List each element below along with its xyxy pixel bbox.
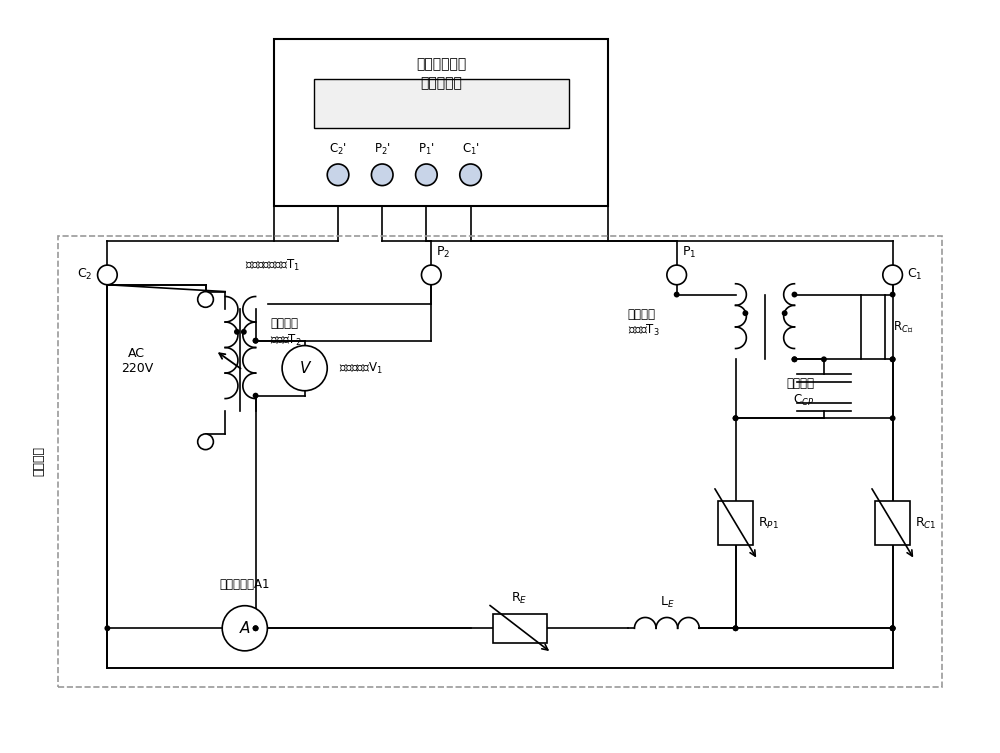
Bar — [58, 236, 942, 687]
Circle shape — [282, 346, 327, 391]
Text: C$_2$: C$_2$ — [77, 267, 93, 282]
Text: 单相自耦调压器T$_1$: 单相自耦调压器T$_1$ — [245, 258, 300, 273]
Circle shape — [371, 164, 393, 185]
Circle shape — [733, 625, 739, 631]
Circle shape — [890, 356, 896, 362]
Circle shape — [883, 265, 902, 285]
Circle shape — [792, 356, 797, 362]
Circle shape — [890, 356, 896, 362]
Text: C$_{CP}$: C$_{CP}$ — [793, 393, 814, 408]
Text: 交流电压表V$_1$: 交流电压表V$_1$ — [339, 361, 383, 376]
Circle shape — [733, 625, 739, 631]
Text: P$_2$: P$_2$ — [436, 245, 450, 261]
Circle shape — [253, 625, 259, 631]
Text: AC: AC — [128, 347, 145, 360]
Text: 电阻测试仪: 电阻测试仪 — [420, 77, 462, 90]
Circle shape — [253, 625, 259, 631]
Text: C$_1$: C$_1$ — [907, 267, 923, 282]
Circle shape — [241, 329, 247, 335]
Circle shape — [890, 415, 896, 421]
Circle shape — [222, 605, 267, 651]
Circle shape — [782, 310, 788, 316]
Bar — [875, 501, 910, 545]
Text: R$_E$: R$_E$ — [511, 591, 528, 606]
Circle shape — [674, 291, 680, 297]
Text: 校验装置: 校验装置 — [32, 447, 45, 477]
Text: R$_{P1}$: R$_{P1}$ — [758, 516, 778, 531]
Text: P$_1$': P$_1$' — [418, 142, 435, 157]
Circle shape — [327, 164, 349, 185]
Circle shape — [460, 164, 481, 185]
Text: P$_2$': P$_2$' — [374, 142, 391, 157]
Bar — [861, 294, 885, 359]
Text: A: A — [240, 620, 250, 636]
Circle shape — [104, 625, 110, 631]
Circle shape — [733, 415, 739, 421]
Circle shape — [253, 393, 259, 398]
Text: 大型地网接地: 大型地网接地 — [416, 57, 466, 71]
Text: C$_2$': C$_2$' — [329, 142, 347, 157]
Circle shape — [234, 329, 240, 335]
Bar — [493, 614, 547, 643]
Text: 变压器T$_3$: 变压器T$_3$ — [628, 323, 659, 338]
Circle shape — [890, 625, 896, 631]
Circle shape — [253, 338, 259, 343]
Text: 交流电流表A1: 交流电流表A1 — [220, 578, 270, 590]
Text: 第一隔离: 第一隔离 — [270, 318, 298, 331]
Bar — [718, 501, 753, 545]
Circle shape — [792, 291, 797, 297]
Circle shape — [198, 291, 213, 307]
Text: L$_E$: L$_E$ — [660, 595, 674, 610]
Text: R$_{C1}$: R$_{C1}$ — [915, 516, 936, 531]
Text: 变压器T$_2$: 变压器T$_2$ — [270, 333, 302, 348]
Circle shape — [733, 415, 739, 421]
Bar — [274, 39, 608, 206]
Circle shape — [98, 265, 117, 285]
Circle shape — [742, 310, 748, 316]
Text: 耦合电容: 耦合电容 — [786, 377, 814, 390]
Text: R$_{C线}$: R$_{C线}$ — [893, 319, 913, 334]
Circle shape — [198, 434, 213, 450]
Text: 第二隔离: 第二隔离 — [628, 308, 656, 321]
Circle shape — [890, 625, 896, 631]
Circle shape — [421, 265, 441, 285]
Circle shape — [890, 625, 896, 631]
Circle shape — [667, 265, 686, 285]
Text: V: V — [299, 361, 310, 376]
Text: 220V: 220V — [121, 361, 153, 375]
Circle shape — [416, 164, 437, 185]
Circle shape — [821, 356, 827, 362]
Text: C$_1$': C$_1$' — [462, 142, 480, 157]
Circle shape — [890, 291, 896, 297]
Circle shape — [792, 356, 797, 362]
Text: P$_1$: P$_1$ — [682, 245, 696, 261]
Circle shape — [253, 338, 259, 343]
Bar — [314, 78, 569, 128]
